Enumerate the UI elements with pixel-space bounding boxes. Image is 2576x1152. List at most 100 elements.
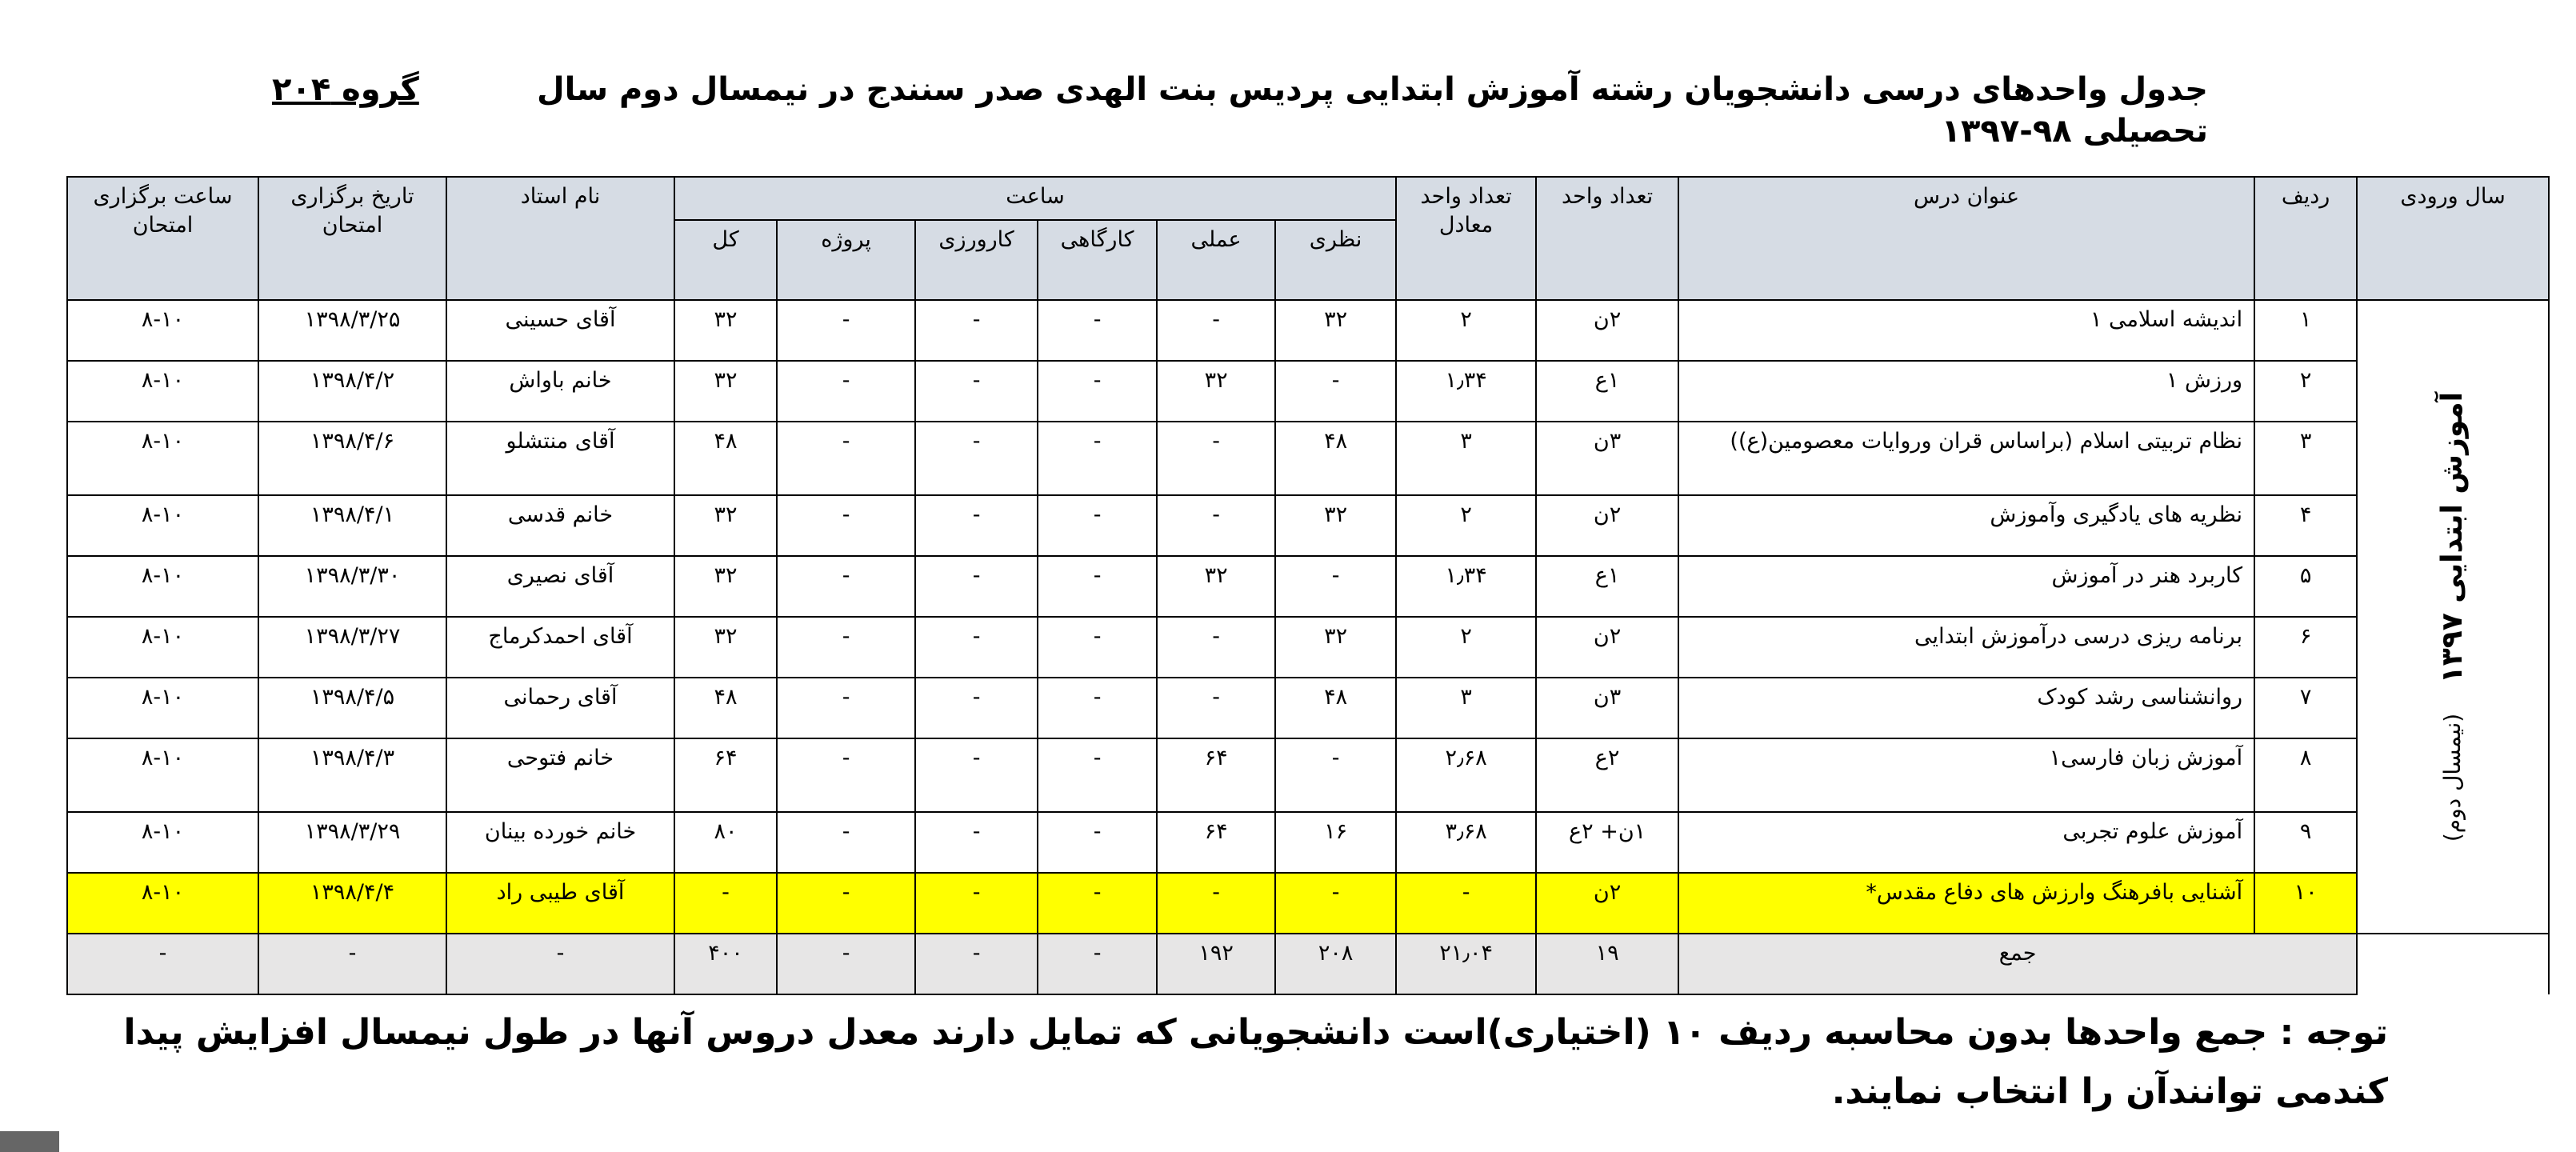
instructor-cell: خانم باواش: [446, 360, 675, 422]
equiv-units-cell: ۲: [1395, 299, 1538, 362]
footnote: توجه : جمع واحدها بدون محاسبه ردیف ۱۰ (ا…: [123, 1012, 2388, 1112]
row-number-cell: ۴: [2254, 494, 2358, 557]
header-instructor: نام استاد: [446, 176, 675, 301]
table-row: ۵ کاربرد هنر در آموزش ۱ع ۱٫۳۴-۳۲- - -۳۲ آقای ن…: [66, 555, 2549, 618]
workshop-hours-cell: -: [1037, 616, 1158, 678]
row-number-cell: ۶: [2254, 616, 2358, 678]
practical-hours-cell: -: [1156, 872, 1277, 934]
exam-time-cell: ۸-۱۰: [66, 299, 259, 362]
project-hours-cell: -: [776, 738, 917, 813]
total-internship-hours-cell: -: [914, 933, 1039, 995]
units-cell: ۳ن: [1535, 421, 1680, 496]
entry-year-sub: (نیمسال دوم): [2439, 713, 2466, 842]
internship-hours-cell: -: [914, 738, 1039, 813]
theory-hours-cell: ۳۲: [1274, 494, 1398, 557]
header-units: تعداد واحد: [1535, 176, 1680, 301]
exam-date-cell: ۱۳۹۸/۳/۲۹: [258, 811, 447, 874]
internship-hours-cell: -: [914, 299, 1039, 362]
course-table: سال ورودی ردیف عنوان درس تعداد واحد تعدا…: [66, 176, 2550, 995]
project-hours-cell: -: [776, 555, 917, 618]
exam-time-cell: ۸-۱۰: [66, 616, 259, 678]
row-number-cell: ۱: [2254, 299, 2358, 362]
instructor-cell: خانم خورده بینان: [446, 811, 675, 874]
header-theory: نظری: [1274, 219, 1398, 301]
course-title-cell: ورزش ۱: [1678, 360, 2256, 422]
project-hours-cell: -: [776, 811, 917, 874]
page-title: جدول واحدهای درسی دانشجویان رشته آموزش ا…: [536, 71, 2208, 150]
exam-date-cell: ۱۳۹۸/۴/۴: [258, 872, 447, 934]
total-exam-date-cell: -: [258, 933, 447, 995]
internship-hours-cell: -: [914, 555, 1039, 618]
theory-hours-cell: ۳۲: [1274, 616, 1398, 678]
total-label: جمع: [1678, 933, 2358, 995]
total-row: جمع ۱۹ ۲۱٫۰۴ ۲۰۸ ۱۹۲- - -۴۰۰- - -: [66, 933, 2550, 995]
project-hours-cell: -: [776, 616, 917, 678]
entry-year-label: آموزش ابتدایی ۱۳۹۷: [2436, 391, 2470, 684]
workshop-hours-cell: -: [1037, 811, 1158, 874]
units-cell: ۲ن: [1535, 494, 1680, 557]
internship-hours-cell: -: [914, 616, 1039, 678]
header-project: پروژه: [776, 219, 917, 301]
exam-time-cell: ۸-۱۰: [66, 872, 259, 934]
exam-time-cell: ۸-۱۰: [66, 360, 259, 422]
internship-hours-cell: -: [914, 421, 1039, 496]
instructor-cell: آقای طیبی راد: [446, 872, 675, 934]
units-cell: ۲ن: [1535, 616, 1680, 678]
exam-date-cell: ۱۳۹۸/۳/۲۵: [258, 299, 447, 362]
practical-hours-cell: -: [1156, 616, 1277, 678]
internship-hours-cell: -: [914, 872, 1039, 934]
instructor-cell: آقای نصیری: [446, 555, 675, 618]
total-equiv-units-cell: ۲۱٫۰۴: [1395, 933, 1538, 995]
project-hours-cell: -: [776, 299, 917, 362]
exam-time-cell: ۸-۱۰: [66, 811, 259, 874]
theory-hours-cell: ۴۸: [1274, 421, 1398, 496]
entry-year-cell: آموزش ابتدایی ۱۳۹۷ (نیمسال دوم): [2356, 299, 2550, 934]
table-row: ۲ ورزش ۱ ۱ع ۱٫۳۴-۳۲- - -۳۲ خانم باواش ۱۳۹۸/۴/۲ ۸…: [66, 360, 2549, 422]
workshop-hours-cell: -: [1037, 872, 1158, 934]
theory-hours-cell: -: [1274, 360, 1398, 422]
instructor-cell: خانم فتوحی: [446, 738, 675, 813]
units-cell: ۲ع: [1535, 738, 1680, 813]
exam-date-cell: ۱۳۹۸/۴/۶: [258, 421, 447, 496]
internship-hours-cell: -: [914, 811, 1039, 874]
watermark-logo: [0, 1131, 59, 1152]
course-title-cell: برنامه ریزی درسی درآموزش ابتدایی: [1678, 616, 2256, 678]
row-number-cell: ۳: [2254, 421, 2358, 496]
total-hours-cell: ۳۲: [673, 616, 778, 678]
workshop-hours-cell: -: [1037, 421, 1158, 496]
theory-hours-cell: ۴۸: [1274, 677, 1398, 739]
row-number-cell: ۸: [2254, 738, 2358, 813]
header-hours: ساعت: [673, 176, 1398, 221]
workshop-hours-cell: -: [1037, 677, 1158, 739]
header-total: کل: [673, 219, 778, 301]
course-title-cell: نظریه های یادگیری وآموزش: [1678, 494, 2256, 557]
row-number-cell: ۲: [2254, 360, 2358, 422]
course-title-cell: روانشناسی رشد کودک: [1678, 677, 2256, 739]
practical-hours-cell: -: [1156, 299, 1277, 362]
empty-cell: [2356, 933, 2550, 994]
total-hours-cell: ۳۲: [673, 360, 778, 422]
instructor-cell: آقای حسینی: [446, 299, 675, 362]
equiv-units-cell: ۲: [1395, 616, 1538, 678]
header-exam-time: ساعت برگزاری امتحان: [66, 176, 259, 301]
total-hours-cell: ۸۰: [673, 811, 778, 874]
total-hours-cell: ۴۸: [673, 421, 778, 496]
total-hours-cell: ۳۲: [673, 494, 778, 557]
equiv-units-cell: ۲: [1395, 494, 1538, 557]
header-entry-year: سال ورودی: [2356, 176, 2550, 301]
total-units-cell: ۱۹: [1535, 933, 1680, 995]
exam-date-cell: ۱۳۹۸/۴/۱: [258, 494, 447, 557]
exam-date-cell: ۱۳۹۸/۴/۵: [258, 677, 447, 739]
instructor-cell: آقای منتشلو: [446, 421, 675, 496]
header-exam-date: تاریخ برگزاری امتحان: [258, 176, 447, 301]
header-equiv-units: تعداد واحد معادل: [1395, 176, 1538, 301]
header-course: عنوان درس: [1678, 176, 2256, 301]
equiv-units-cell: ۳: [1395, 677, 1538, 739]
instructor-cell: آقای رحمانی: [446, 677, 675, 739]
practical-hours-cell: ۶۴: [1156, 811, 1277, 874]
units-cell: ۲ن: [1535, 872, 1680, 934]
practical-hours-cell: ۳۲: [1156, 360, 1277, 422]
theory-hours-cell: ۱۶: [1274, 811, 1398, 874]
header-workshop: کارگاهی: [1037, 219, 1158, 301]
project-hours-cell: -: [776, 494, 917, 557]
